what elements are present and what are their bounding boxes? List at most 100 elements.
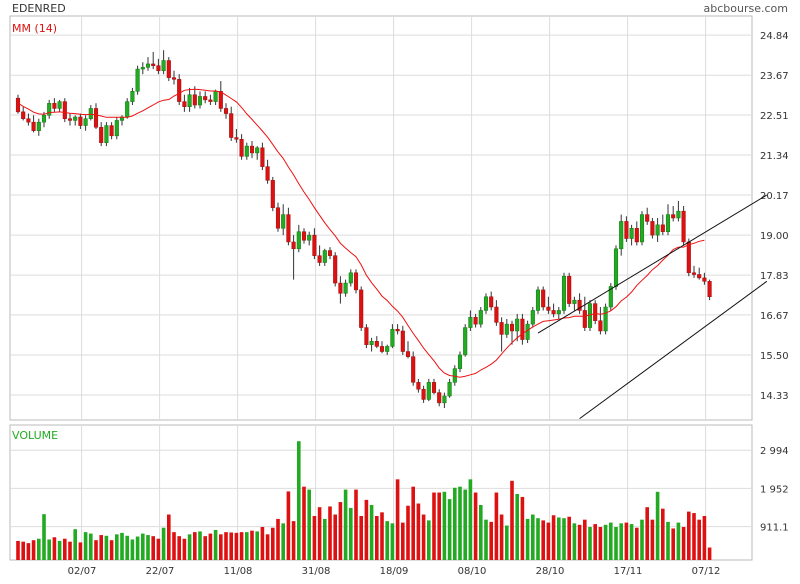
candle-body <box>177 79 182 102</box>
volume-bar <box>21 541 25 560</box>
candle-body <box>473 317 478 325</box>
candle-body <box>447 382 452 397</box>
candle-body <box>93 108 99 128</box>
volume-bar <box>109 540 114 560</box>
volume-bar <box>115 534 119 560</box>
candle-body <box>431 382 437 393</box>
candle-body <box>504 323 509 335</box>
volume-bar <box>302 486 306 560</box>
candle-body <box>478 310 483 325</box>
volume-bar <box>395 479 400 560</box>
volume-bar <box>687 511 691 560</box>
volume-bar <box>255 531 259 560</box>
volume-bar <box>333 514 337 560</box>
price-tick-label: 20.17 <box>760 191 789 202</box>
moving-average-line <box>17 88 705 378</box>
candle-body <box>655 224 660 236</box>
volume-bar <box>234 532 239 560</box>
candle-body <box>291 241 296 250</box>
candle-body <box>593 303 598 321</box>
candle-body <box>281 214 286 229</box>
date-tick-label: 17/11 <box>614 566 643 577</box>
candle-body <box>343 282 348 294</box>
candle-body <box>390 329 395 347</box>
volume-bar <box>369 505 374 560</box>
candle-body <box>67 118 73 121</box>
volume-bar <box>692 513 696 560</box>
volume-bar <box>177 536 181 560</box>
candle-body <box>561 275 567 311</box>
volume-bar <box>499 514 504 560</box>
candle-body <box>161 60 166 72</box>
volume-bar <box>349 507 353 560</box>
volume-bar <box>52 537 57 560</box>
candle-body <box>31 121 36 131</box>
candle-body <box>57 101 62 109</box>
price-panel-border <box>9 15 753 421</box>
volume-bar <box>151 536 155 560</box>
volume-bar <box>401 522 405 560</box>
candle-body <box>489 296 494 308</box>
volume-bar <box>385 521 389 560</box>
date-tick-label: 28/10 <box>536 566 565 577</box>
candle-body <box>140 67 145 70</box>
candle-body <box>494 306 499 323</box>
volume-bar <box>135 536 140 560</box>
candle-body <box>348 272 353 284</box>
ticker-label: EDENRED <box>12 2 66 15</box>
candle-body <box>551 310 556 315</box>
candle-body <box>405 351 411 357</box>
candle-body <box>442 395 447 404</box>
volume-bar <box>328 506 332 560</box>
candle-body <box>223 108 229 114</box>
candle-body <box>145 63 151 68</box>
date-tick-label: 08/10 <box>458 566 487 577</box>
candle-body <box>307 234 312 241</box>
volume-bar <box>432 492 436 560</box>
volume-legend-label: VOLUME <box>12 429 58 442</box>
candle-body <box>260 147 265 167</box>
volume-bar <box>598 527 603 560</box>
volume-bar <box>354 489 358 560</box>
candle-body <box>317 255 322 263</box>
price-tick-label: 23.67 <box>760 71 789 82</box>
volume-bar <box>265 534 270 560</box>
volume-bar <box>68 541 72 560</box>
candle-body <box>577 299 582 311</box>
volume-bar <box>78 542 83 560</box>
candle-body <box>374 341 379 347</box>
volume-bar <box>161 527 166 560</box>
candle-body <box>681 210 686 243</box>
volume-bar <box>661 508 665 560</box>
candle-body <box>660 224 665 232</box>
candle-body <box>582 310 587 328</box>
volume-bar <box>219 534 223 560</box>
candle-body <box>665 214 671 232</box>
candle-body <box>301 231 307 241</box>
volume-bar <box>640 519 644 560</box>
candle-body <box>234 137 239 140</box>
volume-bar <box>515 494 519 560</box>
candle-body <box>541 289 546 308</box>
volume-bars <box>16 441 712 560</box>
price-tick-label: 24.84 <box>760 31 789 42</box>
volume-bar <box>312 516 317 560</box>
volume-bar <box>359 516 363 560</box>
candle-body <box>166 60 171 78</box>
volume-bar <box>666 521 670 560</box>
volume-bar <box>406 505 410 560</box>
candle-body <box>182 101 187 107</box>
candle-body <box>509 323 515 332</box>
volume-bar <box>31 540 36 560</box>
date-tick-label: 11/08 <box>224 566 253 577</box>
volume-bar <box>681 527 686 560</box>
volume-bar <box>172 532 176 560</box>
volume-bar <box>629 524 634 560</box>
candle-body <box>208 99 213 102</box>
candle-body <box>468 317 473 328</box>
volume-bar <box>707 547 712 560</box>
candle-body <box>426 382 431 400</box>
volume-bar <box>635 527 639 560</box>
date-tick-label: 18/09 <box>380 566 409 577</box>
candle-body <box>385 346 390 352</box>
